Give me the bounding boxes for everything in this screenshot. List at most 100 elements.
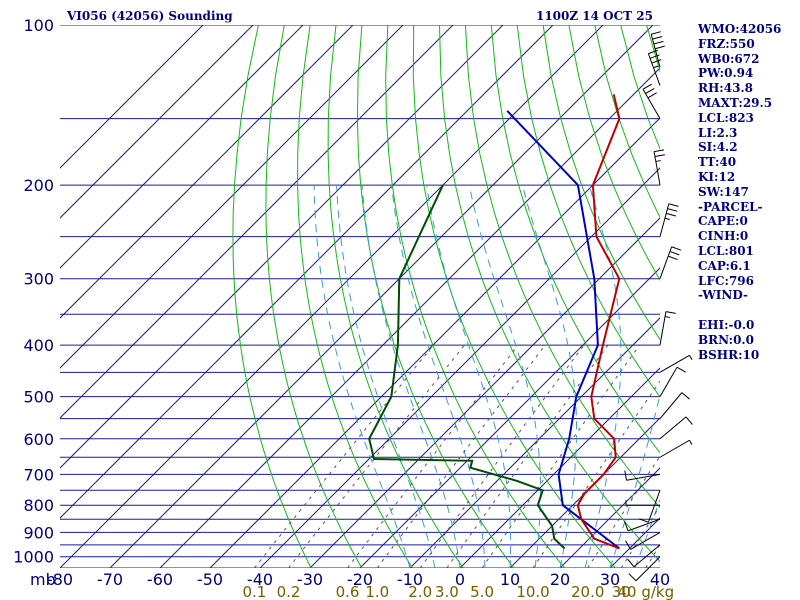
barb-staff	[630, 531, 661, 550]
wind-barb	[624, 470, 661, 481]
temperature-tick-label: -40	[247, 570, 273, 589]
wind-barb	[627, 544, 661, 568]
barb-flag	[638, 518, 649, 523]
isotherm-line	[209, 117, 660, 568]
index-entry: WB0:672	[698, 51, 760, 66]
barb-flag	[667, 208, 678, 212]
barb-staff	[659, 366, 678, 397]
pressure-tick-label: 1000	[13, 548, 54, 567]
station-title: VI056 (42056) Sounding	[66, 9, 233, 23]
isotherm-line	[60, 25, 604, 568]
wind-barb	[628, 556, 661, 582]
mixing-ratio-label: 30	[612, 583, 631, 600]
barb-staff	[659, 439, 690, 458]
mixing-ratio-line	[347, 344, 519, 568]
mixing-ratio-label: 0.2	[277, 583, 301, 600]
pressure-tick-label: 600	[23, 430, 54, 449]
barb-flag	[628, 573, 637, 582]
barb-flag	[671, 246, 682, 251]
wind-barb	[659, 246, 682, 279]
index-entry: EHI:-0.0	[698, 317, 755, 332]
mixing-ratio-label: 3.0	[435, 583, 459, 600]
mixing-ratio-line	[376, 344, 546, 568]
dry-adiabat-line	[516, 25, 660, 398]
wind-barb	[659, 366, 686, 397]
grid	[60, 25, 660, 568]
temperature-tick-label: 20	[550, 570, 570, 589]
barb-flag	[648, 49, 658, 55]
barb-flag	[665, 311, 676, 314]
mixing-ratio-label: 5.0	[470, 583, 494, 600]
moist-adiabat-line	[313, 185, 411, 568]
mixing-ratio-line	[532, 380, 660, 568]
profiles	[368, 94, 621, 550]
index-entry: LCL:801	[698, 243, 754, 258]
dry-adiabat-line	[412, 25, 616, 568]
barb-staff	[659, 392, 683, 419]
mixing-ratio-line	[288, 344, 465, 568]
wind-barbs	[624, 31, 693, 582]
pressure-tick-label: 200	[23, 176, 54, 195]
barb-flag	[651, 31, 661, 35]
mixing-ratio-line	[446, 344, 609, 568]
mixing-ratio-label: 40 g/kg	[618, 583, 675, 600]
barb-staff	[626, 473, 661, 481]
isotherm-line	[109, 25, 654, 568]
index-entry: BSHR:10	[698, 347, 760, 362]
index-entry: LCL:823	[698, 110, 754, 125]
isotherm-line	[309, 217, 660, 568]
wind-barb	[659, 392, 690, 419]
temperature-tick-label: -60	[147, 570, 173, 589]
barb-staff	[627, 518, 661, 532]
index-entry: WMO:42056	[698, 22, 782, 36]
isotherm-line	[60, 25, 404, 369]
temperature-tick-label: -50	[197, 570, 223, 589]
index-entry: CAPE:0	[698, 214, 748, 229]
wind-barb	[624, 518, 661, 532]
barb-staff	[650, 34, 661, 68]
barb-staff	[635, 556, 661, 582]
pressure-tick-label: 400	[23, 336, 54, 355]
barb-half-flag	[655, 160, 661, 162]
dry-adiabat-line	[297, 25, 413, 568]
pressure-tick-label: 100	[23, 16, 54, 35]
index-entry: SW:147	[698, 184, 749, 199]
mixing-ratio-label: 20.0	[571, 583, 604, 600]
temperature-tick-label: 10	[500, 570, 520, 589]
isotherm-line	[409, 317, 660, 568]
dry-adiabat-line	[464, 25, 660, 509]
sounding-indices: WMO:42056 FRZ:550 WB0:672 PW:0.94 RH:43.8 MAX…	[698, 22, 781, 362]
dry-adiabat-line	[490, 25, 660, 454]
wind-barb	[659, 439, 693, 458]
moist-adiabat-line	[361, 185, 461, 568]
moist-adiabat-line	[521, 184, 577, 568]
barb-flag	[676, 366, 686, 373]
dry-adiabat-line	[385, 25, 565, 568]
moist-adiabat-line	[634, 498, 660, 568]
mixing-ratio-label: 10.0	[516, 583, 549, 600]
wind-barb	[653, 149, 665, 186]
wind-barb	[638, 490, 661, 523]
isotherm-line	[60, 25, 304, 269]
barb-flag	[666, 212, 677, 217]
isotherm-line	[259, 167, 660, 568]
barb-flag	[668, 203, 679, 207]
index-entry: LFC:796	[698, 273, 754, 288]
index-entry: MAXT:29.5	[698, 95, 773, 110]
dry-adiabat-line	[439, 25, 660, 563]
mixing-ratio-line	[620, 505, 660, 568]
barb-flag	[654, 154, 665, 158]
barb-flag	[627, 558, 635, 568]
temperature-tick-label: -10	[397, 570, 423, 589]
barb-staff	[633, 544, 661, 568]
mixing-ratio-line	[254, 344, 434, 568]
barb-flag	[652, 36, 663, 40]
pressure-tick-label: 700	[23, 465, 54, 484]
barb-flag	[645, 88, 655, 94]
barb-staff	[659, 203, 670, 237]
index-entry: KI:12	[698, 169, 736, 184]
index-entry: BRN:0.0	[698, 332, 754, 347]
barb-flag	[624, 470, 628, 481]
mixing-ratio-line	[481, 344, 641, 568]
